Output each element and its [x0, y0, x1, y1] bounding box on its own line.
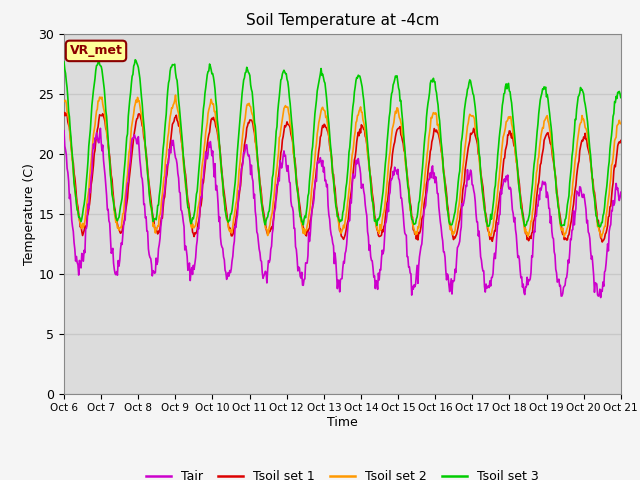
Text: VR_met: VR_met: [70, 44, 122, 58]
Y-axis label: Temperature (C): Temperature (C): [22, 163, 36, 264]
Legend: Tair, Tsoil set 1, Tsoil set 2, Tsoil set 3: Tair, Tsoil set 1, Tsoil set 2, Tsoil se…: [141, 465, 543, 480]
Title: Soil Temperature at -4cm: Soil Temperature at -4cm: [246, 13, 439, 28]
X-axis label: Time: Time: [327, 416, 358, 429]
